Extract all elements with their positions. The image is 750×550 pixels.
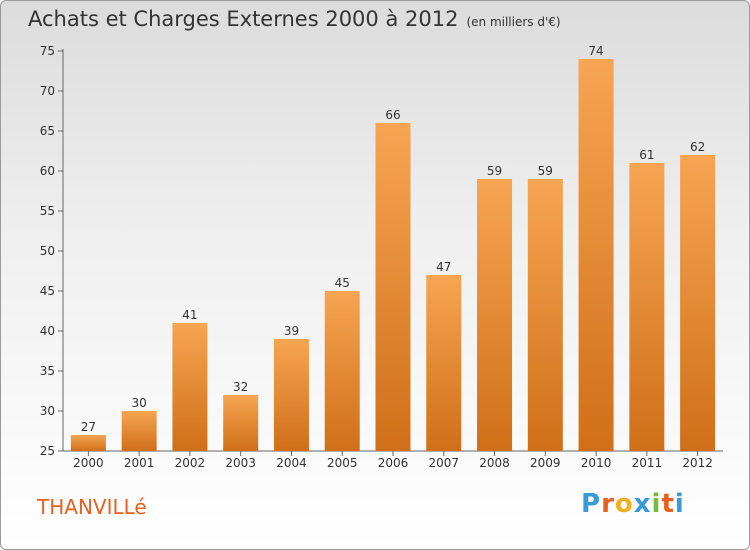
logo-letter: x [633,489,652,519]
x-tick-label: 2003 [225,456,256,470]
logo-letter: t [661,489,675,519]
x-tick-label: 2008 [479,456,510,470]
bar-2000 [70,435,106,451]
chart-subtitle: (en milliers d'€) [466,15,561,29]
chart-title-text: Achats et Charges Externes 2000 à 2012 [28,7,459,31]
x-tick-label: 2004 [276,456,307,470]
x-tick-label: 2006 [378,456,409,470]
proxiti-logo[interactable]: Proxiti [581,489,685,519]
logo-letter: i [651,489,662,519]
x-tick-label: 2005 [327,456,358,470]
x-tick-label: 2010 [581,456,612,470]
value-label-2007: 47 [436,260,451,274]
logo-letter: o [614,489,634,519]
bar-2003 [223,395,259,451]
value-label-2009: 59 [538,164,553,178]
bar-2010 [578,59,614,451]
value-label-2006: 66 [385,108,400,122]
value-label-2012: 62 [690,140,705,154]
bar-2001 [121,411,157,451]
y-tick-label: 65 [40,124,55,138]
y-tick-label: 40 [40,324,55,338]
bar-2002 [172,323,208,451]
bar-2004 [273,339,309,451]
y-tick-label: 45 [40,284,55,298]
x-tick-label: 2001 [124,456,155,470]
logo-letter: r [601,489,615,519]
y-tick-label: 55 [40,204,55,218]
bar-2005 [324,291,360,451]
x-tick-label: 2002 [175,456,206,470]
bar-2011 [629,163,665,451]
value-label-2008: 59 [487,164,502,178]
y-tick-label: 35 [40,364,55,378]
y-tick-label: 70 [40,84,55,98]
y-tick-label: 75 [40,44,55,58]
value-label-2001: 30 [132,396,147,410]
x-tick-label: 2000 [73,456,104,470]
logo-letter: P [581,489,602,519]
value-label-2005: 45 [335,276,350,290]
x-tick-label: 2011 [632,456,663,470]
value-label-2003: 32 [233,380,248,394]
value-label-2004: 39 [284,324,299,338]
y-tick-label: 50 [40,244,55,258]
x-tick-label: 2012 [682,456,713,470]
bar-2012 [680,155,716,451]
value-label-2002: 41 [182,308,197,322]
bar-2006 [375,123,411,451]
y-tick-label: 60 [40,164,55,178]
value-label-2000: 27 [81,420,96,434]
bar-2008 [477,179,513,451]
y-tick-label: 25 [40,444,55,458]
chart-title: Achats et Charges Externes 2000 à 2012 (e… [28,7,561,31]
x-tick-label: 2009 [530,456,561,470]
value-label-2011: 61 [639,148,654,162]
value-label-2010: 74 [588,44,603,58]
commune-name: THANVILLé [37,495,147,519]
bar-2007 [426,275,462,451]
bar-2009 [527,179,563,451]
logo-letter: i [674,489,685,519]
x-tick-label: 2007 [428,456,459,470]
y-tick-label: 30 [40,404,55,418]
